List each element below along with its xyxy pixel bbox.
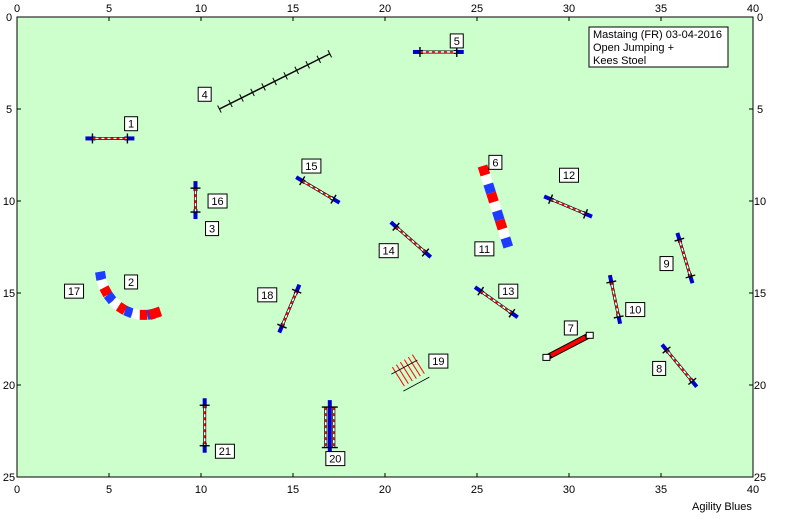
tunnel-segment (503, 229, 506, 238)
obstacle-label-11: 11 (475, 242, 494, 256)
label-number: 2 (128, 277, 134, 289)
label-number: 1 (128, 119, 134, 131)
footer-credit: Agility Blues (692, 501, 752, 513)
obstacle-label-21: 21 (215, 444, 234, 458)
obstacle-label-13: 13 (499, 284, 518, 298)
x-tick-label-top: 20 (379, 3, 391, 15)
tunnel-segment (497, 211, 500, 220)
y-tick-label-right: 0 (757, 12, 763, 24)
tunnel-segment (113, 301, 119, 306)
info-line-1: Mastaing (FR) 03-04-2016 (593, 29, 722, 41)
label-number: 10 (629, 305, 641, 317)
obstacle-label-14: 14 (379, 244, 398, 258)
x-tick-label-bottom: 0 (14, 484, 20, 496)
x-tick-label-top: 30 (563, 3, 575, 15)
x-tick-label-bottom: 20 (379, 484, 391, 496)
label-number: 12 (563, 170, 575, 182)
y-tick-label-left: 25 (3, 472, 15, 484)
tunnel-segment (101, 280, 104, 288)
obstacle-label-2: 2 (125, 275, 138, 289)
tunnel-segment (119, 306, 126, 310)
label-number: 9 (663, 259, 669, 271)
tire-base-b (586, 332, 593, 338)
obstacle-label-4: 4 (198, 87, 211, 101)
x-tick-label-bottom: 5 (106, 484, 112, 496)
obstacle-label-6: 6 (489, 155, 502, 169)
label-number: 8 (656, 363, 662, 375)
label-number: 11 (479, 244, 490, 256)
tunnel-segment (104, 288, 108, 295)
label-number: 18 (261, 290, 273, 302)
label-number: 13 (502, 286, 514, 298)
label-number: 15 (305, 161, 317, 173)
obstacle-label-10: 10 (626, 303, 645, 317)
tunnel-segment (505, 238, 508, 247)
obstacle-label-18: 18 (258, 288, 277, 302)
obstacle-label-19: 19 (429, 354, 448, 368)
tunnel-segment (500, 220, 503, 229)
x-tick-label-top: 10 (195, 3, 207, 15)
obstacle-label-16: 16 (208, 194, 227, 208)
x-tick-label-bottom: 35 (655, 484, 667, 496)
label-number: 21 (219, 446, 231, 458)
x-tick-label-top: 35 (655, 3, 667, 15)
x-tick-label-top: 15 (287, 3, 299, 15)
obstacle-label-15: 15 (302, 159, 321, 173)
obstacle-label-7: 7 (564, 321, 577, 335)
y-tick-label-left: 20 (3, 380, 15, 392)
info-line-2: Open Jumping + (593, 42, 674, 54)
y-tick-label-left: 15 (3, 288, 15, 300)
obstacle-label-8: 8 (653, 361, 666, 375)
label-number: 6 (492, 157, 498, 169)
tunnel-segment (125, 311, 132, 314)
label-number: 5 (454, 36, 460, 48)
x-tick-label-top: 5 (106, 3, 112, 15)
label-number: 20 (329, 454, 341, 466)
tunnel-segment (483, 166, 486, 175)
tunnel-segment (149, 311, 160, 315)
info-line-3: Kees Stoel (593, 55, 646, 67)
obstacle-label-1: 1 (125, 117, 138, 131)
label-number: 19 (432, 356, 444, 368)
y-tick-label-left: 0 (6, 12, 12, 24)
tunnel-segment (132, 313, 139, 314)
label-number: 14 (383, 246, 395, 258)
y-tick-label-right: 10 (754, 196, 766, 208)
x-tick-label-bottom: 30 (563, 484, 575, 496)
y-tick-label-left: 10 (3, 196, 15, 208)
tunnel-segment (494, 202, 497, 211)
tire-base-a (543, 354, 550, 360)
label-number: 17 (68, 286, 80, 298)
label-number: 16 (211, 196, 223, 208)
x-tick-label-top: 25 (471, 3, 483, 15)
obstacle-label-5: 5 (450, 34, 463, 48)
y-tick-label-right: 15 (754, 288, 766, 300)
x-tick-label-bottom: 10 (195, 484, 207, 496)
tunnel-segment (488, 184, 491, 193)
y-tick-label-left: 5 (6, 104, 12, 116)
label-number: 3 (209, 224, 215, 236)
label-number: 4 (202, 89, 208, 101)
tunnel-segment (485, 175, 488, 184)
x-tick-label-top: 0 (14, 3, 20, 15)
obstacle-label-20: 20 (326, 452, 345, 466)
y-tick-label-right: 20 (754, 380, 766, 392)
info-box: Mastaing (FR) 03-04-2016 Open Jumping + … (589, 27, 728, 67)
obstacle-label-3: 3 (206, 222, 219, 236)
obstacle-label-9: 9 (660, 257, 673, 271)
tunnel-segment (100, 272, 101, 280)
y-tick-label-right: 5 (757, 104, 763, 116)
tunnel-segment (108, 295, 113, 301)
tunnel-segment (491, 193, 494, 202)
x-tick-label-bottom: 15 (287, 484, 299, 496)
label-number: 7 (568, 323, 574, 335)
x-tick-label-bottom: 25 (471, 484, 483, 496)
obstacle-label-17: 17 (65, 284, 84, 298)
y-tick-label-right: 25 (754, 472, 766, 484)
x-tick-label-bottom: 40 (747, 484, 759, 496)
obstacle-label-12: 12 (560, 168, 579, 182)
